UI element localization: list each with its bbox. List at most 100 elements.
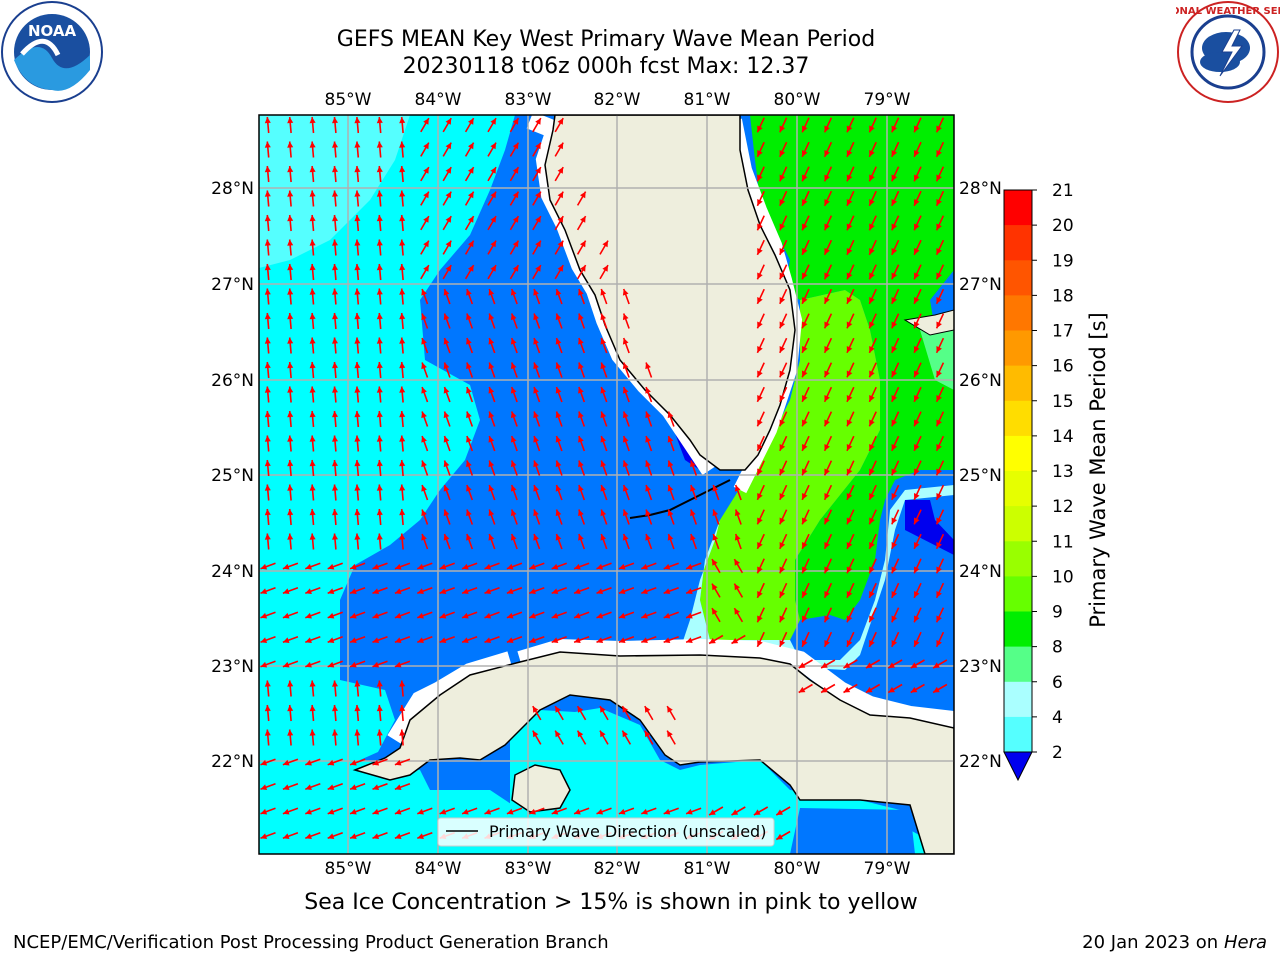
period-band-2-4-south [790, 808, 915, 854]
wave-arrowhead [936, 640, 942, 647]
wave-arrowhead [618, 612, 626, 619]
wave-arrowhead [690, 534, 696, 541]
wave-arrowhead [600, 387, 607, 394]
lat-label-right: 27°N [959, 275, 1002, 295]
wave-arrowhead [602, 265, 608, 272]
wave-arrowhead [466, 460, 472, 468]
wave-arrowhead [506, 637, 514, 643]
colorbar-tick-label: 2 [1052, 743, 1063, 763]
wave-arrowhead [399, 460, 406, 467]
wave-arrowhead [372, 833, 380, 839]
wave-arrowhead [622, 534, 629, 541]
wave-arrowhead [399, 264, 406, 271]
wave-arrowhead [734, 485, 741, 492]
wave-arrowhead [394, 661, 402, 668]
wave-arrowhead [686, 808, 693, 815]
wave-arrowhead [512, 191, 519, 199]
wave-arrowhead [914, 321, 920, 329]
wave-arrowhead [309, 288, 316, 295]
wave-arrowhead [574, 637, 581, 643]
wave-arrowhead [532, 706, 539, 713]
wave-arrowhead [914, 517, 920, 525]
wave-arrowhead [574, 588, 581, 594]
wave-arrowhead [555, 730, 561, 738]
wave-arrowhead [843, 686, 851, 693]
wave-arrowhead [399, 141, 406, 148]
wave-arrowhead [802, 223, 808, 231]
wave-arrowhead [376, 313, 383, 320]
wave-arrowhead [529, 808, 536, 815]
wave-arrowhead [488, 387, 495, 394]
wave-arrowhead [490, 191, 496, 199]
wave-arrowhead [757, 370, 763, 378]
wave-arrowhead [332, 117, 338, 124]
wave-arrowhead [354, 313, 361, 320]
wave-arrowhead [712, 559, 718, 566]
svg-text:NOAA: NOAA [28, 22, 77, 40]
wave-arrowhead [824, 493, 830, 500]
wave-arrowhead [622, 460, 629, 468]
wave-arrowhead [869, 272, 875, 280]
lat-label-left: 27°N [211, 275, 254, 295]
wave-arrowhead [423, 240, 429, 248]
wave-arrowhead [332, 729, 338, 736]
wave-arrowhead [869, 566, 875, 574]
wave-arrowhead [510, 534, 517, 541]
wave-arrowhead [354, 117, 361, 124]
wave-arrowhead [802, 542, 808, 549]
wave-arrowhead [287, 239, 294, 246]
wave-arrowhead [555, 460, 562, 468]
wave-arrowhead [869, 444, 875, 451]
wave-arrowhead [578, 509, 584, 517]
wave-arrowhead [846, 566, 853, 574]
wave-arrowhead [282, 612, 290, 619]
wave-arrowhead [824, 640, 830, 647]
wave-arrowhead [914, 223, 920, 231]
wave-arrowhead [824, 370, 830, 378]
colorbar-segment [1004, 576, 1032, 612]
footer-credit: NCEP/EMC/Verification Post Processing Pr… [13, 932, 609, 953]
wave-arrowhead [287, 190, 294, 197]
wave-arrowhead [622, 706, 628, 713]
wave-arrowhead [287, 386, 294, 393]
wave-arrowhead [332, 705, 338, 712]
wave-arrowhead [663, 612, 671, 619]
wave-arrowhead [282, 808, 290, 815]
wave-arrowhead [846, 395, 853, 402]
wave-arrowhead [824, 419, 830, 427]
wave-arrowhead [910, 686, 918, 693]
wave-arrowhead [439, 808, 447, 815]
wave-arrowhead [555, 338, 562, 345]
lon-label-bottom: 84°W [415, 859, 462, 879]
wave-arrowhead [914, 566, 920, 574]
wave-arrowhead [645, 387, 651, 394]
wave-arrowhead [372, 637, 380, 643]
wave-arrowhead [869, 174, 875, 182]
wave-arrowhead [936, 297, 942, 304]
wave-arrowhead [557, 191, 564, 199]
wave-arrowhead [645, 460, 651, 468]
wave-arrowhead [354, 484, 361, 491]
wave-arrowhead [260, 637, 268, 643]
wave-arrowhead [936, 591, 942, 598]
wave-arrowhead [802, 272, 808, 280]
wave-arrowhead [488, 362, 495, 370]
wave-arrowhead [488, 289, 495, 296]
wave-arrowhead [891, 591, 898, 598]
wave-arrowhead [354, 166, 361, 173]
wave-arrowhead [712, 583, 718, 591]
wave-arrowhead [287, 680, 294, 687]
wave-arrowhead [824, 542, 830, 549]
wave-arrowhead [802, 370, 808, 378]
wave-arrowhead [445, 191, 452, 199]
wave-arrowhead [753, 809, 761, 815]
colorbar-segment [1004, 330, 1032, 367]
wave-arrowhead [305, 833, 312, 839]
sea-ice-note: Sea Ice Concentration > 15% is shown in … [304, 890, 918, 915]
wave-arrowhead [557, 167, 564, 174]
wave-arrowhead [510, 338, 517, 345]
wave-arrowhead [555, 706, 561, 713]
wave-arrowhead [354, 680, 361, 687]
wave-arrowhead [600, 534, 607, 541]
wave-arrowhead [506, 612, 514, 619]
